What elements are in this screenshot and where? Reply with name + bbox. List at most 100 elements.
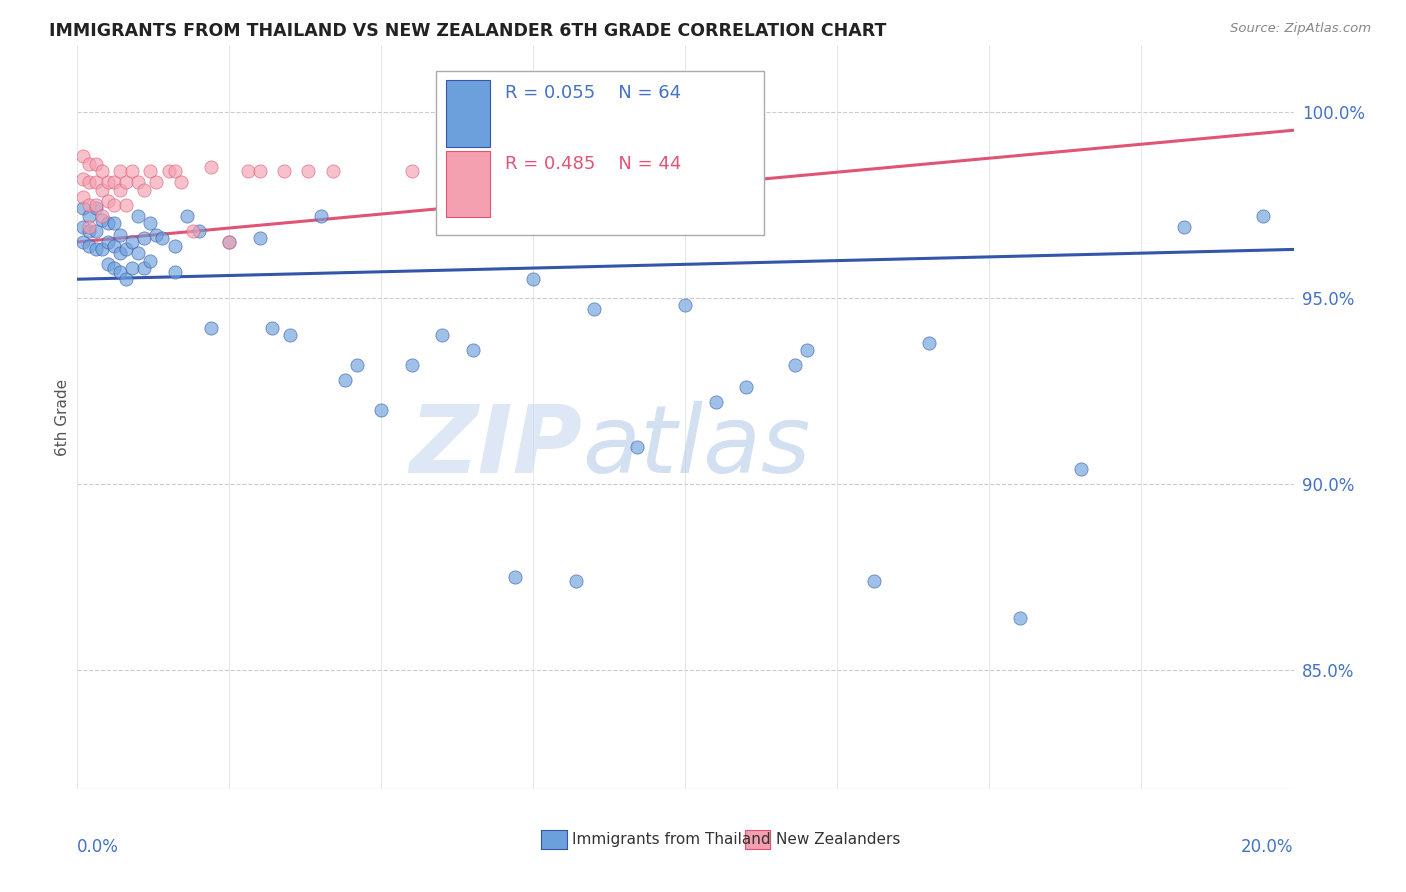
Text: atlas: atlas bbox=[582, 401, 810, 492]
Point bbox=[79, 220, 101, 235]
Point bbox=[79, 238, 101, 252]
Point bbox=[84, 202, 107, 216]
Point bbox=[322, 164, 344, 178]
Point bbox=[236, 164, 259, 178]
Text: R = 0.055    N = 64: R = 0.055 N = 64 bbox=[505, 84, 682, 102]
Text: Source: ZipAtlas.com: Source: ZipAtlas.com bbox=[1230, 22, 1371, 36]
Point bbox=[522, 272, 544, 286]
Point bbox=[309, 209, 332, 223]
Point bbox=[79, 224, 101, 238]
Point bbox=[249, 164, 271, 178]
Point bbox=[278, 328, 301, 343]
Point bbox=[72, 149, 94, 163]
Point bbox=[103, 216, 125, 230]
Point bbox=[333, 373, 356, 387]
Point bbox=[1070, 462, 1092, 476]
Point bbox=[97, 235, 120, 249]
Point bbox=[401, 164, 423, 178]
Point bbox=[108, 246, 131, 260]
Point bbox=[163, 238, 186, 252]
Point bbox=[84, 175, 107, 189]
Point bbox=[121, 164, 143, 178]
Text: IMMIGRANTS FROM THAILAND VS NEW ZEALANDER 6TH GRADE CORRELATION CHART: IMMIGRANTS FROM THAILAND VS NEW ZEALANDE… bbox=[49, 22, 887, 40]
Point bbox=[90, 209, 112, 223]
Point bbox=[72, 171, 94, 186]
Point bbox=[108, 227, 131, 242]
Point bbox=[863, 574, 886, 588]
Point bbox=[176, 209, 198, 223]
Point bbox=[127, 209, 149, 223]
Point bbox=[479, 164, 502, 178]
Point bbox=[346, 358, 368, 372]
Point bbox=[401, 358, 423, 372]
Point bbox=[503, 570, 526, 584]
FancyBboxPatch shape bbox=[446, 151, 489, 218]
Point bbox=[1251, 209, 1274, 223]
Point bbox=[163, 164, 186, 178]
Point bbox=[139, 253, 162, 268]
Point bbox=[103, 238, 125, 252]
Point bbox=[796, 343, 818, 357]
Point bbox=[115, 198, 138, 212]
Point bbox=[90, 164, 112, 178]
Point bbox=[97, 194, 120, 208]
Point bbox=[1173, 220, 1195, 235]
Point bbox=[121, 235, 143, 249]
Point bbox=[644, 164, 666, 178]
Point bbox=[79, 209, 101, 223]
Y-axis label: 6th Grade: 6th Grade bbox=[55, 378, 70, 456]
Point bbox=[84, 224, 107, 238]
Point bbox=[145, 175, 167, 189]
Point bbox=[218, 235, 240, 249]
Point bbox=[103, 175, 125, 189]
Point bbox=[115, 272, 138, 286]
Point bbox=[443, 164, 465, 178]
FancyBboxPatch shape bbox=[436, 70, 765, 235]
Point bbox=[108, 265, 131, 279]
Point bbox=[108, 164, 131, 178]
Text: 0.0%: 0.0% bbox=[77, 838, 120, 855]
Point bbox=[145, 227, 167, 242]
Point bbox=[103, 261, 125, 276]
Point bbox=[783, 358, 806, 372]
Text: 20.0%: 20.0% bbox=[1241, 838, 1294, 855]
Text: Immigrants from Thailand: Immigrants from Thailand bbox=[572, 832, 770, 847]
Point bbox=[90, 212, 112, 227]
Text: ZIP: ZIP bbox=[409, 401, 582, 492]
Point bbox=[97, 216, 120, 230]
Point bbox=[461, 343, 484, 357]
Point bbox=[108, 183, 131, 197]
Point bbox=[84, 243, 107, 257]
Point bbox=[72, 190, 94, 204]
Point bbox=[84, 198, 107, 212]
Point bbox=[218, 235, 240, 249]
Point bbox=[84, 157, 107, 171]
Point bbox=[97, 257, 120, 271]
Point bbox=[90, 183, 112, 197]
Point bbox=[134, 261, 156, 276]
Point bbox=[139, 216, 162, 230]
Point bbox=[134, 183, 156, 197]
Point bbox=[260, 320, 283, 334]
Point bbox=[103, 198, 125, 212]
Point bbox=[152, 231, 174, 245]
Point bbox=[157, 164, 180, 178]
Point bbox=[565, 574, 588, 588]
Point bbox=[1008, 611, 1031, 625]
Point bbox=[139, 164, 162, 178]
Point bbox=[626, 440, 648, 454]
Text: New Zealanders: New Zealanders bbox=[776, 832, 900, 847]
Point bbox=[127, 246, 149, 260]
Point bbox=[181, 224, 204, 238]
Point bbox=[273, 164, 295, 178]
Point bbox=[115, 175, 138, 189]
Point bbox=[200, 161, 222, 175]
Point bbox=[297, 164, 319, 178]
Point bbox=[200, 320, 222, 334]
Point bbox=[72, 235, 94, 249]
Point bbox=[121, 261, 143, 276]
Point bbox=[565, 164, 588, 178]
Point bbox=[522, 164, 544, 178]
Point bbox=[79, 157, 101, 171]
Point bbox=[432, 328, 454, 343]
